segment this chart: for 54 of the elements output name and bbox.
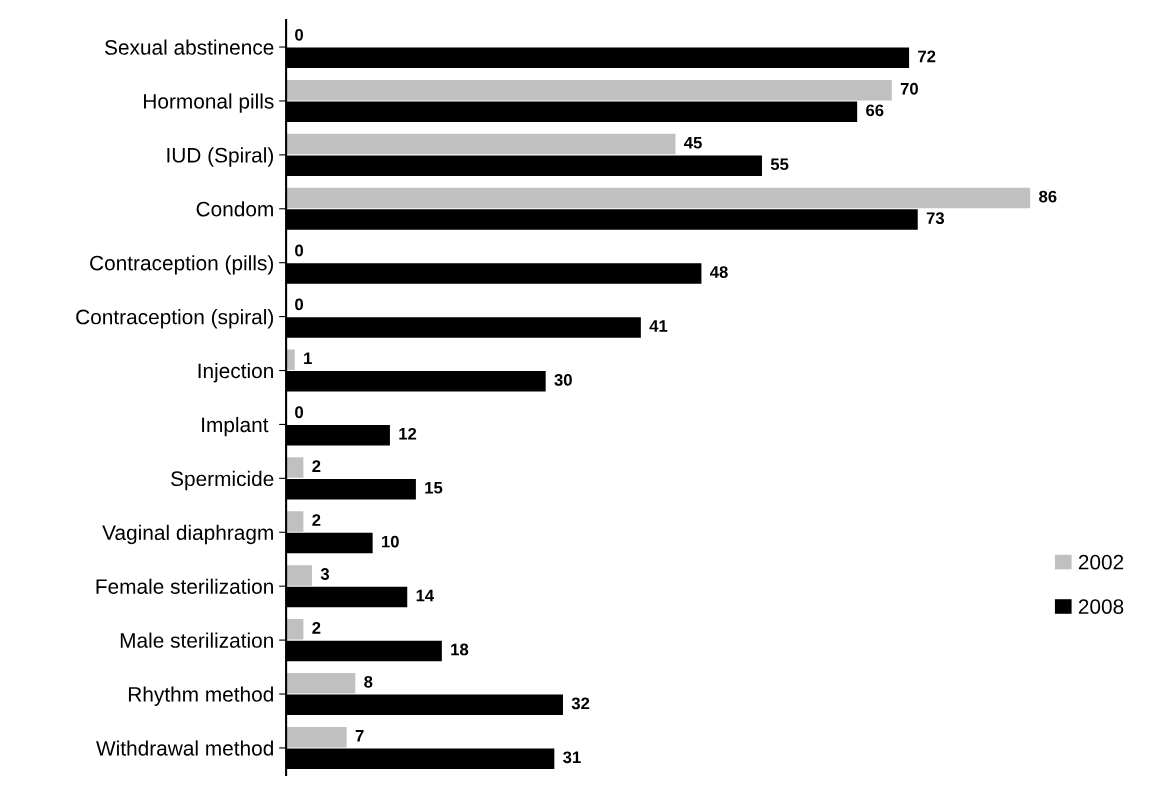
data-label: 30 (554, 373, 572, 386)
data-label: 0 (295, 406, 304, 419)
data-label: 41 (649, 320, 668, 332)
bar (286, 672, 356, 694)
data-label: 0 (295, 298, 304, 311)
y-tick-label: Spermicide (171, 470, 274, 491)
data-label: 3 (320, 568, 330, 580)
y-tick-label: IUD (Spiral) (167, 147, 274, 167)
bar (286, 511, 304, 532)
data-label: 1 (304, 352, 312, 365)
y-tick-label: Implant (202, 416, 269, 437)
data-label: 0 (295, 244, 304, 257)
legend-label: 2008 (1078, 599, 1124, 614)
y-tick-label: Vaginal diaphragm (102, 524, 273, 545)
bar (286, 187, 1031, 209)
data-label: 32 (571, 697, 590, 710)
data-label: 31 (563, 751, 581, 764)
data-label: 55 (770, 158, 789, 171)
y-tick-label: Contraception (pills) (90, 255, 274, 275)
data-label: 86 (1039, 190, 1057, 203)
data-label: 70 (900, 82, 918, 95)
y-tick-label: Rhythm method (128, 686, 273, 706)
data-label: 10 (382, 535, 399, 548)
y-tick-label: Hormonal pills (144, 93, 274, 113)
y-tick-label: Withdrawal method (96, 740, 273, 756)
data-label: 73 (926, 212, 944, 225)
data-label: 18 (451, 643, 469, 656)
data-label: 14 (416, 589, 435, 602)
bar (286, 79, 892, 101)
bar (286, 619, 304, 640)
bar (286, 133, 676, 155)
data-label: 72 (918, 50, 936, 63)
y-tick-label: Sexual abstinence (105, 39, 274, 55)
data-label: 48 (710, 266, 728, 278)
data-label: 2 (312, 621, 321, 634)
y-tick-label: Female sterilization (96, 578, 273, 594)
data-label: 2 (312, 514, 321, 526)
bar (286, 726, 347, 748)
data-label: 45 (684, 136, 702, 149)
data-label: 12 (399, 427, 417, 440)
data-label: 7 (355, 730, 364, 742)
data-label: 15 (425, 481, 443, 494)
y-tick-label: Injection (198, 362, 273, 383)
y-tick-label: Contraception (spiral) (76, 309, 274, 329)
data-label: 66 (866, 104, 884, 117)
y-tick-label: Male sterilization (120, 632, 273, 648)
bar (286, 457, 304, 478)
data-label: 0 (295, 28, 304, 41)
legend-label: 2002 (1078, 554, 1124, 570)
bar (286, 565, 313, 586)
data-label: 8 (364, 675, 373, 688)
y-tick-label: Condom (196, 201, 273, 217)
data-label: 2 (312, 460, 321, 472)
bar (286, 349, 295, 370)
